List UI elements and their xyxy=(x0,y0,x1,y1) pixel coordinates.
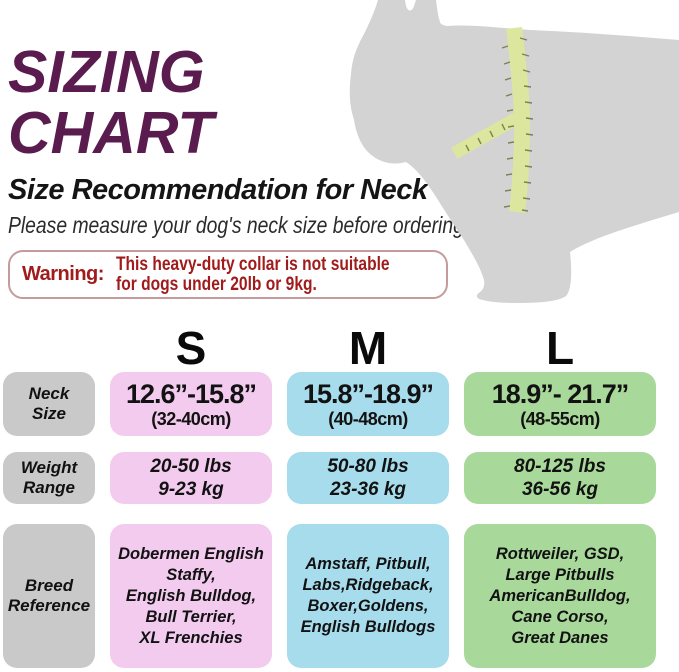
row-label-neck-size: Neck Size xyxy=(3,372,95,436)
table-row-weight-range: Weight Range 20-50 lbs 9-23 kg 50-80 lbs… xyxy=(3,452,656,504)
title-line-2: CHART xyxy=(8,100,214,166)
breed-l-line-2: Large Pitbulls xyxy=(505,565,615,584)
size-header-row: S M L xyxy=(3,324,656,372)
neck-size-cell-m: 15.8”-18.9” (40-48cm) xyxy=(287,372,449,436)
breed-cell-l: Rottweiler, GSD, Large Pitbulls American… xyxy=(464,524,656,668)
subtitle: Size Recommendation for Neck xyxy=(8,174,428,206)
size-header-l: L xyxy=(545,322,575,374)
dog-silhouette-illustration xyxy=(349,0,679,303)
breed-m-line-1: Amstaff, Pitbull, xyxy=(305,555,431,573)
weight-lbs-l: 80-125 lbs xyxy=(514,456,606,477)
measuring-tape-band xyxy=(506,27,531,213)
neck-range-s: 12.6”-15.8” xyxy=(125,378,257,409)
header-spacer xyxy=(3,324,95,372)
breed-l-line-1: Rottweiler, GSD, xyxy=(495,544,625,563)
weight-kg-m: 23-36 kg xyxy=(329,479,407,500)
neck-range-l: 18.9”- 21.7” xyxy=(491,378,630,409)
measure-note: Please measure your dog's neck size befo… xyxy=(8,212,464,238)
page-title: SIZING CHART xyxy=(8,42,213,164)
warning-box: Warning: This heavy-duty collar is not s… xyxy=(8,250,448,299)
row-label-breed-reference: Breed Reference xyxy=(3,524,95,668)
title-line-1: SIZING xyxy=(8,39,205,105)
breed-cell-s: Dobermen English Staffy, English Bulldog… xyxy=(110,524,272,668)
weight-lbs-s: 20-50 lbs xyxy=(150,456,232,477)
warning-text-line-2: for dogs under 20lb or 9kg. xyxy=(115,273,317,295)
weight-cell-m: 50-80 lbs 23-36 kg xyxy=(287,452,449,504)
table-row-neck-size: Neck Size 12.6”-15.8” (32-40cm) 15.8”-18… xyxy=(3,372,656,436)
breed-m-line-4: English Bulldogs xyxy=(300,618,436,636)
breed-l-line-3: AmericanBulldog, xyxy=(489,586,631,605)
row-label-breed-line-2: Reference xyxy=(7,596,91,615)
breed-cell-m: Amstaff, Pitbull, Labs,Ridgeback, Boxer,… xyxy=(287,524,449,668)
breed-s-line-1: Dobermen English xyxy=(118,544,264,563)
neck-cm-m: (40-48cm) xyxy=(328,408,408,429)
warning-text-line-1: This heavy-duty collar is not suitable xyxy=(115,253,390,275)
row-label-weight-line-2: Range xyxy=(23,478,75,497)
breed-s-line-5: XL Frenchies xyxy=(139,628,243,647)
table-row-breed-reference: Breed Reference Dobermen English Staffy,… xyxy=(3,524,656,668)
breed-l-line-5: Great Danes xyxy=(511,628,609,647)
breed-s-line-3: English Bulldog, xyxy=(125,586,257,605)
weight-lbs-m: 50-80 lbs xyxy=(327,456,409,477)
neck-size-cell-s: 12.6”-15.8” (32-40cm) xyxy=(110,372,272,436)
breed-l-line-4: Cane Corso, xyxy=(511,607,609,626)
row-label-breed-line-1: Breed xyxy=(24,576,74,595)
warning-label: Warning: xyxy=(22,263,104,285)
row-label-neck-line-2: Size xyxy=(31,404,67,423)
row-label-weight-range: Weight Range xyxy=(3,452,95,504)
row-label-neck-line-1: Neck xyxy=(28,384,70,403)
measuring-tape-ticks xyxy=(465,37,534,212)
warning-text: This heavy-duty collar is not suitable f… xyxy=(115,253,390,295)
weight-kg-l: 36-56 kg xyxy=(521,479,599,500)
neck-range-m: 15.8”-18.9” xyxy=(302,378,434,409)
weight-cell-l: 80-125 lbs 36-56 kg xyxy=(464,452,656,504)
breed-m-line-2: Labs,Ridgeback, xyxy=(302,576,434,594)
neck-cm-l: (48-55cm) xyxy=(520,408,600,429)
weight-cell-s: 20-50 lbs 9-23 kg xyxy=(110,452,272,504)
breed-s-line-2: Staffy, xyxy=(166,565,216,584)
measuring-tape xyxy=(451,27,534,213)
size-header-m: M xyxy=(348,322,388,374)
weight-kg-s: 9-23 kg xyxy=(158,479,224,500)
size-header-s: S xyxy=(175,322,207,374)
neck-cm-s: (32-40cm) xyxy=(151,408,231,429)
neck-size-cell-l: 18.9”- 21.7” (48-55cm) xyxy=(464,372,656,436)
breed-m-line-3: Boxer,Goldens, xyxy=(307,597,429,615)
row-label-weight-line-1: Weight xyxy=(20,458,78,477)
breed-s-line-4: Bull Terrier, xyxy=(145,607,237,626)
